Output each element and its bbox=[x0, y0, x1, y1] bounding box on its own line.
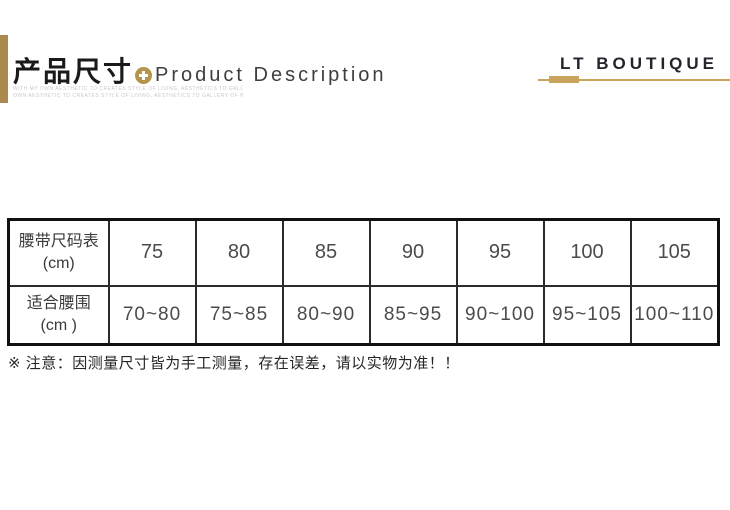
section-title-cn: 产品尺寸 bbox=[13, 56, 134, 87]
watermark-line-2: own aesthetic to creates style of living… bbox=[13, 93, 243, 99]
size-cell: 105 bbox=[629, 218, 720, 287]
size-cell: 100 bbox=[542, 218, 632, 287]
fit-range-cell: 90~100 bbox=[455, 284, 545, 346]
size-row-header-line1: 腰带尺码表 bbox=[18, 232, 99, 250]
fit-range-cell: 70~80 bbox=[107, 284, 197, 346]
fit-row-header-cell: 适合腰围 (cm ) bbox=[7, 284, 110, 346]
fit-row-header-line1: 适合腰围 bbox=[26, 294, 91, 312]
fit-range-cell: 95~105 bbox=[542, 284, 632, 346]
size-table: 腰带尺码表 (cm) 75 80 85 90 95 100 105 适合腰围 (… bbox=[7, 218, 720, 346]
fit-row-header-line2: (cm ) bbox=[40, 316, 77, 334]
gold-accent-bar bbox=[0, 35, 8, 103]
size-row-header-cell: 腰带尺码表 (cm) bbox=[7, 218, 110, 287]
fit-range-cell: 100~110 bbox=[629, 284, 720, 346]
brand-logo: LT BOUTIQUE bbox=[560, 54, 718, 73]
size-cell: 80 bbox=[194, 218, 284, 287]
table-row-fit-ranges: 适合腰围 (cm ) 70~80 75~85 80~90 85~95 90~10… bbox=[7, 284, 720, 346]
brand-underline-accent bbox=[549, 76, 579, 83]
plus-icon bbox=[135, 66, 153, 84]
fit-range-cell: 85~95 bbox=[368, 284, 458, 346]
fit-range-cell: 80~90 bbox=[281, 284, 371, 346]
size-cell: 75 bbox=[107, 218, 197, 287]
brand-underline bbox=[538, 79, 730, 81]
measurement-note: ※ 注意：因测量尺寸皆为手工测量，存在误差，请以实物为准！！ bbox=[8, 355, 460, 372]
section-title: 产品尺寸 Product Description bbox=[13, 50, 387, 90]
size-cell: 90 bbox=[368, 218, 458, 287]
watermark-text: with my own aesthetic to creates style o… bbox=[13, 86, 243, 100]
table-row-sizes: 腰带尺码表 (cm) 75 80 85 90 95 100 105 bbox=[7, 218, 720, 287]
size-cell: 85 bbox=[281, 218, 371, 287]
watermark-line-1: with my own aesthetic to creates style o… bbox=[13, 86, 243, 92]
section-title-en: Product Description bbox=[155, 64, 387, 86]
fit-range-cell: 75~85 bbox=[194, 284, 284, 346]
size-cell: 95 bbox=[455, 218, 545, 287]
size-row-header-line2: (cm) bbox=[42, 254, 75, 272]
